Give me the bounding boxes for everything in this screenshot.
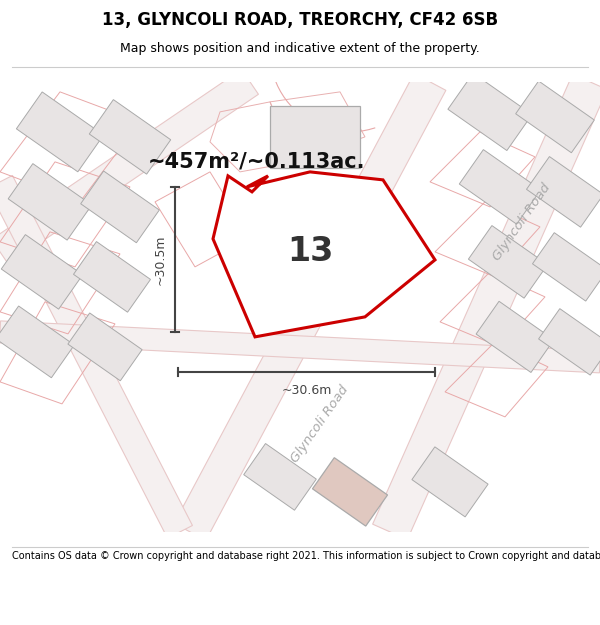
Polygon shape — [373, 74, 600, 539]
Polygon shape — [469, 226, 548, 298]
Text: 13, GLYNCOLI ROAD, TREORCHY, CF42 6SB: 13, GLYNCOLI ROAD, TREORCHY, CF42 6SB — [102, 11, 498, 29]
Polygon shape — [526, 157, 600, 227]
Polygon shape — [412, 447, 488, 517]
Polygon shape — [8, 164, 92, 240]
Text: Glyncoli Road: Glyncoli Road — [289, 383, 352, 465]
Polygon shape — [174, 73, 446, 541]
Polygon shape — [0, 176, 193, 538]
Text: ~30.6m: ~30.6m — [281, 384, 332, 397]
Polygon shape — [0, 321, 600, 373]
Polygon shape — [476, 301, 554, 372]
Polygon shape — [539, 309, 600, 375]
Text: 13: 13 — [287, 236, 333, 268]
Polygon shape — [16, 92, 104, 172]
Polygon shape — [448, 73, 532, 151]
Text: ~457m²/~0.113ac.: ~457m²/~0.113ac. — [148, 152, 365, 172]
Polygon shape — [0, 306, 74, 378]
Polygon shape — [0, 69, 259, 264]
Text: ~30.5m: ~30.5m — [154, 234, 167, 284]
Polygon shape — [89, 99, 171, 174]
Polygon shape — [1, 234, 83, 309]
Polygon shape — [73, 242, 151, 312]
Polygon shape — [68, 313, 142, 381]
Text: Glyncoli Road: Glyncoli Road — [491, 181, 553, 263]
Text: Contains OS data © Crown copyright and database right 2021. This information is : Contains OS data © Crown copyright and d… — [12, 551, 600, 561]
Polygon shape — [80, 171, 160, 242]
Polygon shape — [244, 444, 316, 510]
Polygon shape — [213, 172, 435, 337]
Polygon shape — [313, 458, 388, 526]
Text: Map shows position and indicative extent of the property.: Map shows position and indicative extent… — [120, 42, 480, 55]
Polygon shape — [270, 106, 360, 168]
Polygon shape — [459, 149, 541, 224]
Polygon shape — [515, 81, 595, 152]
Polygon shape — [532, 232, 600, 301]
